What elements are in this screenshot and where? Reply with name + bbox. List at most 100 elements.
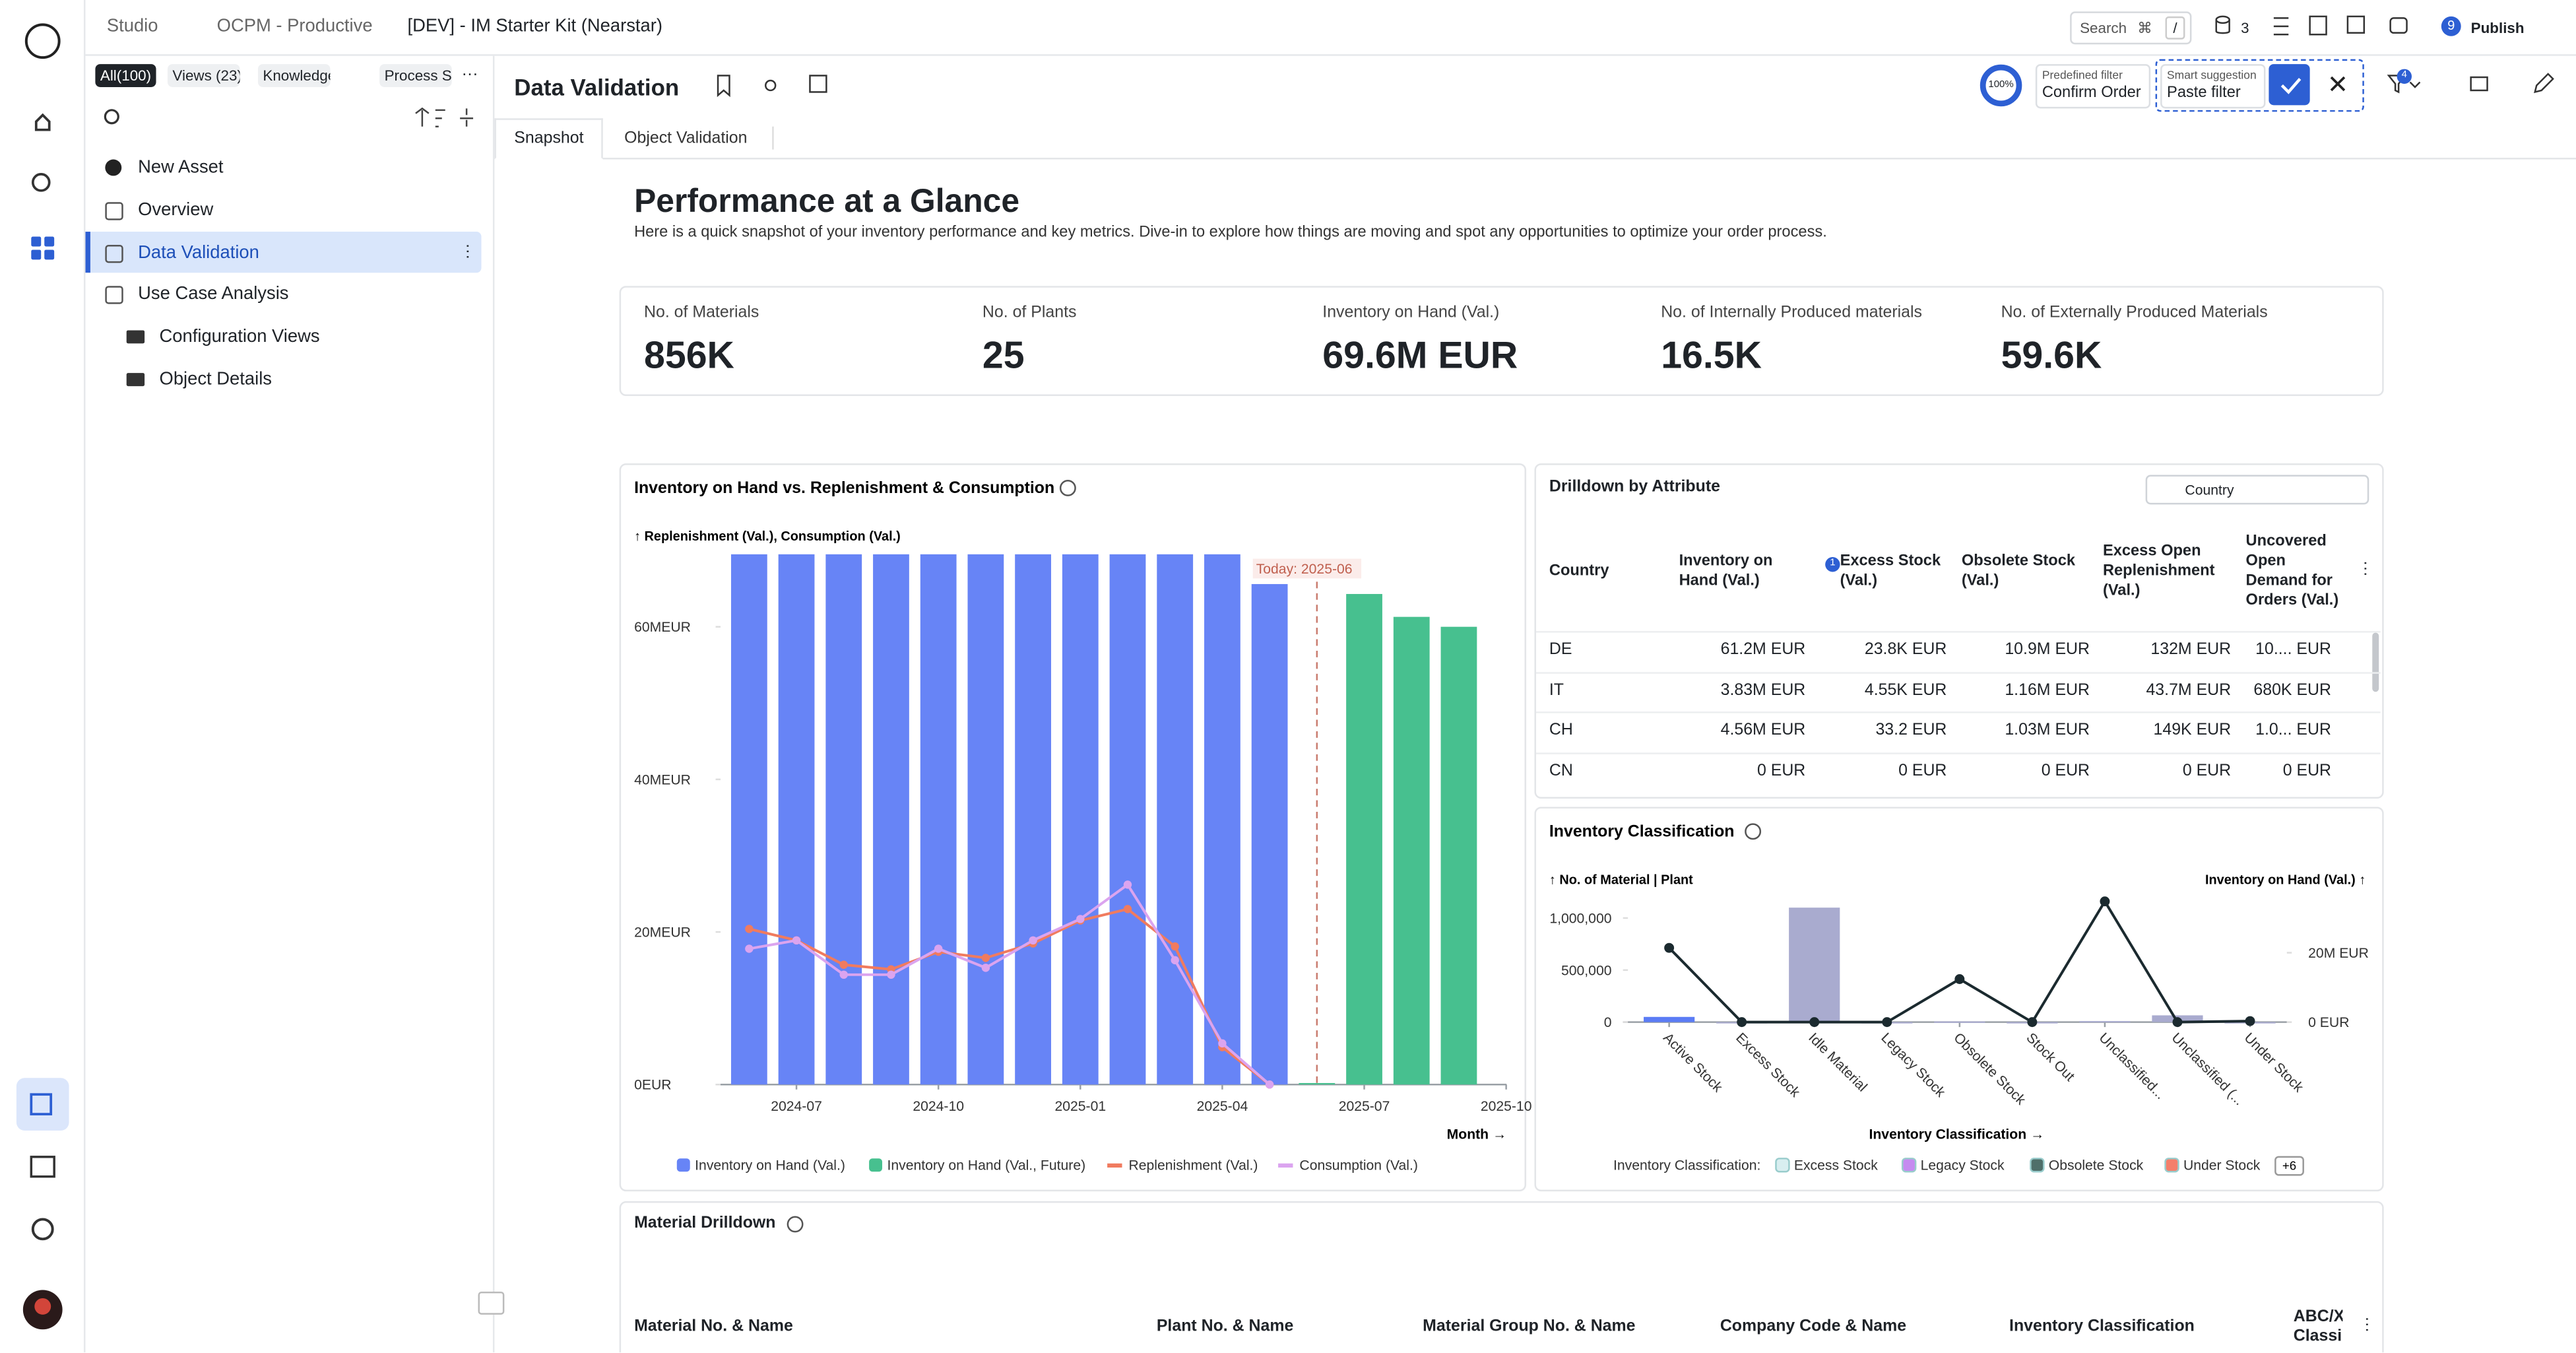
home-icon[interactable]: [34, 113, 51, 131]
copy-icon[interactable]: [2346, 15, 2366, 34]
edit-icon[interactable]: [2534, 73, 2554, 94]
gift-icon[interactable]: [30, 1156, 55, 1178]
column-header[interactable]: Inventory Classification: [2009, 1317, 2195, 1336]
info-icon[interactable]: [787, 1216, 804, 1233]
sidebar-item[interactable]: Overview: [138, 200, 214, 220]
active-tool[interactable]: [16, 1078, 69, 1131]
column-header[interactable]: Obsolete Stock (Val.): [1962, 521, 2093, 622]
tab-snapshot[interactable]: Snapshot: [514, 129, 584, 148]
sidebar-item[interactable]: Object Details: [159, 370, 273, 390]
line-point: [2245, 1016, 2255, 1026]
filter-chevron[interactable]: [2409, 81, 2421, 88]
tabs-more[interactable]: ···: [461, 65, 478, 84]
accept-button[interactable]: [2269, 64, 2310, 106]
db-count[interactable]: 3: [2241, 19, 2249, 36]
bar: [1440, 626, 1477, 1085]
legend-swatch: [1901, 1158, 1917, 1173]
bar: [1393, 616, 1430, 1085]
column-header[interactable]: Excess Stock (Val.): [1840, 521, 1955, 622]
material-menu[interactable]: ···: [2357, 1316, 2376, 1333]
legend-swatch: [1107, 1163, 1122, 1168]
table-cell: 1.0... EUR: [2255, 721, 2332, 740]
legend-swatch: [2030, 1158, 2045, 1173]
settings-icon[interactable]: [31, 1218, 54, 1241]
close-icon[interactable]: [2330, 76, 2346, 92]
view-icon[interactable]: [2389, 17, 2408, 34]
x-tick-label: Legacy Stock: [1878, 1030, 1948, 1100]
share-icon[interactable]: [765, 79, 777, 92]
breadcrumb[interactable]: OCPM - Productive: [216, 16, 373, 36]
shortcut-key: /: [2165, 16, 2185, 40]
table-scrollbar[interactable]: [2372, 632, 2379, 692]
tab-object-validation[interactable]: Object Validation: [624, 129, 748, 148]
legend-more-box[interactable]: [2274, 1156, 2304, 1176]
table-cell: 23.8K EUR: [1864, 641, 1947, 659]
publish-button[interactable]: Publish: [2470, 19, 2525, 36]
x-tick-label: 2025-04: [1197, 1099, 1248, 1114]
column-header[interactable]: Plant No. & Name: [1156, 1317, 1294, 1336]
table-cell: 149K EUR: [2153, 721, 2232, 740]
check-icon: [2280, 78, 2302, 94]
bar: [1109, 554, 1146, 1085]
sidebar-item[interactable]: Data Validation: [138, 243, 259, 263]
info-icon[interactable]: [1745, 823, 1762, 840]
sidebar-tab[interactable]: Process S: [379, 64, 452, 87]
x-tick-label: Stock Out: [2023, 1030, 2077, 1084]
data-icon[interactable]: [809, 75, 827, 93]
apps-icon[interactable]: [31, 236, 55, 260]
column-header[interactable]: Country: [1549, 521, 1664, 622]
plus-icon: [105, 159, 122, 176]
column-header[interactable]: Uncovered Open Demand for Orders (Val.): [2246, 521, 2348, 622]
column-header[interactable]: Material No. & Name: [634, 1317, 793, 1336]
collapse-icon[interactable]: [460, 108, 474, 127]
line-point: [981, 964, 990, 972]
calendar-icon[interactable]: [2309, 15, 2327, 36]
filter-label: Predefined filter: [2042, 71, 2123, 82]
table-menu[interactable]: ···: [2356, 560, 2374, 577]
search-label: Search: [2080, 19, 2127, 36]
toolbar-icons: [2215, 15, 2408, 36]
sidebar-tab[interactable]: Knowledge (4): [257, 64, 331, 87]
column-header[interactable]: Material Group No. & Name: [1423, 1317, 1636, 1336]
info-icon[interactable]: [1059, 480, 1076, 496]
column-header[interactable]: Excess Open Replenishment (Val.): [2103, 521, 2241, 622]
column-header[interactable]: Inventory on Hand (Val.): [1679, 521, 1811, 622]
sidebar-collapse[interactable]: [478, 1291, 505, 1315]
kpi-label: Inventory on Hand (Val.): [1322, 304, 1500, 323]
kpi-value: 25: [982, 333, 1025, 377]
smart-suggestion[interactable]: [2155, 59, 2364, 112]
predefined-filter[interactable]: [2035, 64, 2151, 109]
sidebar-item[interactable]: Configuration Views: [159, 327, 320, 347]
tab-sep: [772, 126, 774, 150]
sidebar-item[interactable]: Use Case Analysis: [138, 284, 289, 304]
row-divider: [1535, 711, 2381, 714]
column-header[interactable]: Company Code & Name: [1720, 1317, 1907, 1336]
progress-ring: [1980, 64, 2022, 107]
classification-card: [1534, 807, 2384, 1192]
attribute-selector[interactable]: [2145, 475, 2369, 505]
annotation: Today: 2025-06: [1256, 562, 1353, 577]
bookmark-icon[interactable]: [717, 75, 730, 98]
breadcrumb[interactable]: Studio: [106, 16, 158, 36]
breadcrumb-current[interactable]: [DEV] - IM Starter Kit (Nearstar): [407, 16, 663, 36]
sidebar-tab[interactable]: All(100): [95, 64, 156, 87]
panel-icon[interactable]: [2470, 76, 2488, 92]
list-icon[interactable]: [2273, 17, 2289, 36]
search-icon[interactable]: [31, 173, 51, 192]
sidebar-item[interactable]: New Asset: [138, 158, 224, 178]
logo[interactable]: [24, 23, 61, 59]
bar: [1789, 908, 1840, 1022]
y2-axis-label: Inventory on Hand (Val.) ↑: [2205, 873, 2366, 888]
topbar-divider: [85, 54, 2576, 56]
column-header[interactable]: ABC/X Classi: [2293, 1307, 2343, 1346]
x-tick-label: Under Stock: [2241, 1030, 2307, 1096]
search-icon[interactable]: [104, 109, 119, 125]
folder-icon: [126, 330, 145, 344]
sidebar-tab[interactable]: Views (23): [167, 64, 240, 87]
sidebar-more[interactable]: ···: [458, 243, 477, 260]
search-box[interactable]: [2070, 11, 2192, 45]
sidebar-search: [104, 107, 474, 127]
line-point: [1076, 915, 1085, 923]
y-tick-label: 0: [1604, 1015, 1612, 1030]
sort-icon[interactable]: [415, 107, 445, 127]
